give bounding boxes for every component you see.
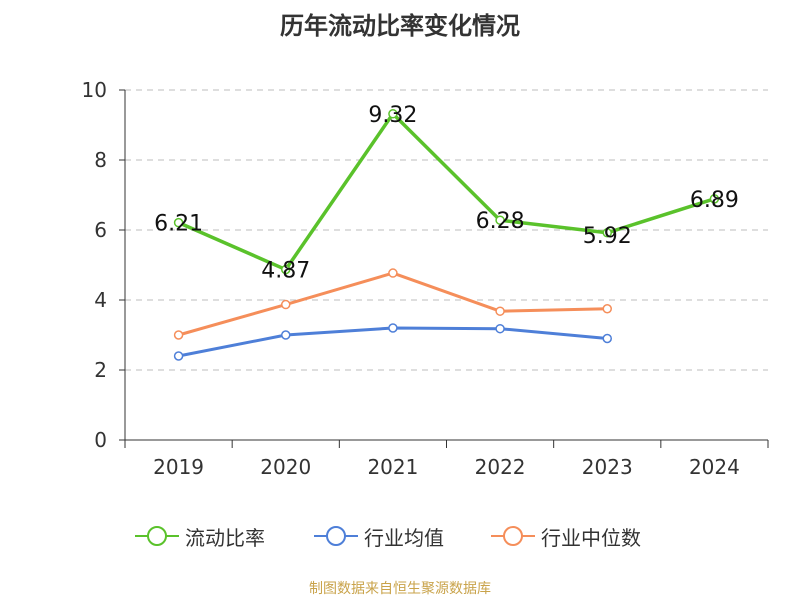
x-tick-label-2024: 2024 <box>689 455 740 479</box>
data-point-1-2023 <box>602 333 612 344</box>
data-label-2023: 5.92 <box>583 224 632 249</box>
y-tick-label: 2 <box>94 358 107 382</box>
data-point-1-2021 <box>388 323 398 333</box>
data-label-2022: 6.28 <box>476 209 525 234</box>
y-tick-label: 8 <box>94 148 107 172</box>
x-tick-label-2021: 2021 <box>367 455 418 479</box>
data-point-1-2019 <box>173 351 184 361</box>
x-tick-label-2022: 2022 <box>475 455 526 479</box>
y-tick-label: 0 <box>94 428 107 452</box>
chart-legend: 流动比率 行业均值 行业中位数 <box>0 518 800 558</box>
data-label-2019: 6.21 <box>154 212 203 237</box>
x-tick-label-2020: 2020 <box>260 455 311 479</box>
legend-marker-industry-median <box>491 526 535 546</box>
data-point-0-2019 <box>173 217 184 228</box>
x-tick-label-2023: 2023 <box>582 455 633 479</box>
legend-item-current-ratio[interactable]: 流动比率 <box>133 518 265 554</box>
chart-title: 历年流动比率变化情况 <box>280 12 520 40</box>
data-point-0-2023 <box>602 228 612 238</box>
data-point-0-2021 <box>388 109 398 119</box>
data-label-2020: 4.87 <box>261 259 310 284</box>
x-tick-label-2019: 2019 <box>153 455 204 479</box>
y-tick-label: 4 <box>94 288 107 312</box>
data-label-2024: 6.89 <box>690 188 739 213</box>
legend-label-current-ratio: 流动比率 <box>185 525 265 550</box>
data-point-1-2020 <box>281 330 291 340</box>
data-point-0-2020 <box>281 264 291 275</box>
data-point-0-2024 <box>709 194 720 204</box>
y-tick-label: 10 <box>82 78 107 102</box>
series-line-0 <box>177 112 715 272</box>
data-label-2021: 9.32 <box>368 103 417 128</box>
data-point-2-2022 <box>495 306 505 316</box>
data-point-2-2019 <box>173 330 184 340</box>
legend-item-industry-mean[interactable]: 行业均值 <box>312 518 444 554</box>
data-point-2-2023 <box>602 304 612 314</box>
legend-marker-current-ratio <box>135 526 179 546</box>
data-point-2-2021 <box>388 268 398 278</box>
data-point-1-2022 <box>495 323 505 334</box>
legend-marker-industry-mean <box>314 526 358 546</box>
data-point-2-2020 <box>281 299 291 310</box>
data-source-note: 制图数据来自恒生聚源数据库 <box>309 581 491 597</box>
legend-item-industry-median[interactable]: 行业中位数 <box>489 518 641 554</box>
y-tick-label: 6 <box>94 218 107 242</box>
legend-label-industry-mean: 行业均值 <box>364 525 444 550</box>
data-point-0-2022 <box>495 215 505 225</box>
legend-label-industry-median: 行业中位数 <box>541 525 641 550</box>
